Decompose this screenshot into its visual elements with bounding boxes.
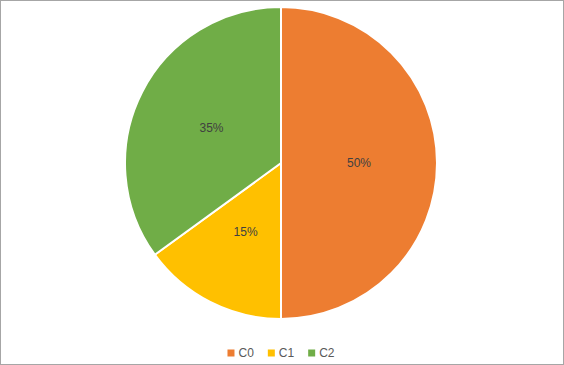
pie-slice — [125, 7, 281, 255]
data-label: 50% — [347, 156, 371, 170]
slices — [125, 7, 437, 319]
legend-label: C0 — [238, 346, 254, 360]
data-label: 35% — [199, 121, 223, 135]
data-label: 15% — [234, 225, 258, 239]
data-labels: 50% 15% 35% — [199, 121, 371, 240]
legend-swatch — [227, 350, 234, 357]
legend-swatch — [268, 350, 275, 357]
legend-label: C1 — [279, 346, 295, 360]
pie-slice — [281, 7, 437, 319]
legend: C0 C1 C2 — [227, 346, 334, 360]
legend-label: C2 — [319, 346, 335, 360]
chart: 50% 15% 35% C0 C1 C2 — [0, 0, 564, 365]
chart-frame — [1, 1, 564, 365]
legend-swatch — [308, 350, 315, 357]
